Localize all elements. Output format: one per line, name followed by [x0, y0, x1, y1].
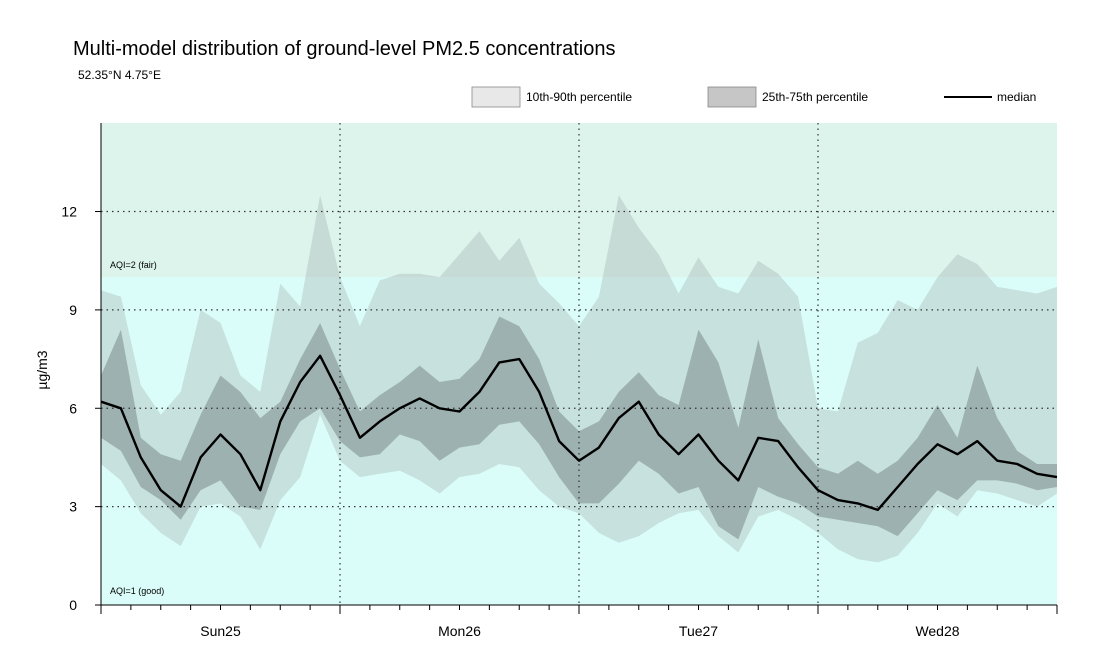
- y-tick-label: 6: [69, 400, 77, 416]
- chart-subtitle: 52.35°N 4.75°E: [78, 68, 161, 82]
- x-tick-label: Wed28: [915, 623, 959, 639]
- chart-title: Multi-model distribution of ground-level…: [73, 38, 616, 60]
- legend-swatch-25-75: [707, 86, 757, 108]
- legend-swatch-10-90: [471, 86, 521, 108]
- y-ticks: 0 3 6 9 12: [61, 204, 101, 613]
- legend-label-median: median: [997, 90, 1036, 104]
- x-tick-label: Mon26: [438, 623, 481, 639]
- y-tick-label: 12: [61, 204, 77, 220]
- x-tick-label: Sun25: [200, 623, 241, 639]
- percentile-25-75-area: [101, 316, 1057, 540]
- y-tick-label: 3: [69, 499, 77, 515]
- y-tick-label: 9: [69, 302, 77, 318]
- grid-lines: [101, 123, 1057, 605]
- x-tick-label: Tue27: [679, 623, 718, 639]
- legend-label-10-90: 10th-90th percentile: [526, 90, 632, 104]
- y-axis-label: µg/m3: [34, 350, 50, 389]
- aqi-good-label: AQI=1 (good): [110, 586, 164, 596]
- median-line: [100, 354, 1058, 512]
- aqi-band-good: [101, 277, 1057, 605]
- aqi-fair-label: AQI=2 (fair): [110, 260, 157, 270]
- x-ticks: Sun25 Mon26 Tue27 Wed28: [100, 605, 1058, 639]
- legend: 10th-90th percentile 25th-75th percentil…: [471, 86, 1036, 108]
- y-tick-label: 0: [69, 597, 77, 613]
- legend-label-25-75: 25th-75th percentile: [762, 90, 868, 104]
